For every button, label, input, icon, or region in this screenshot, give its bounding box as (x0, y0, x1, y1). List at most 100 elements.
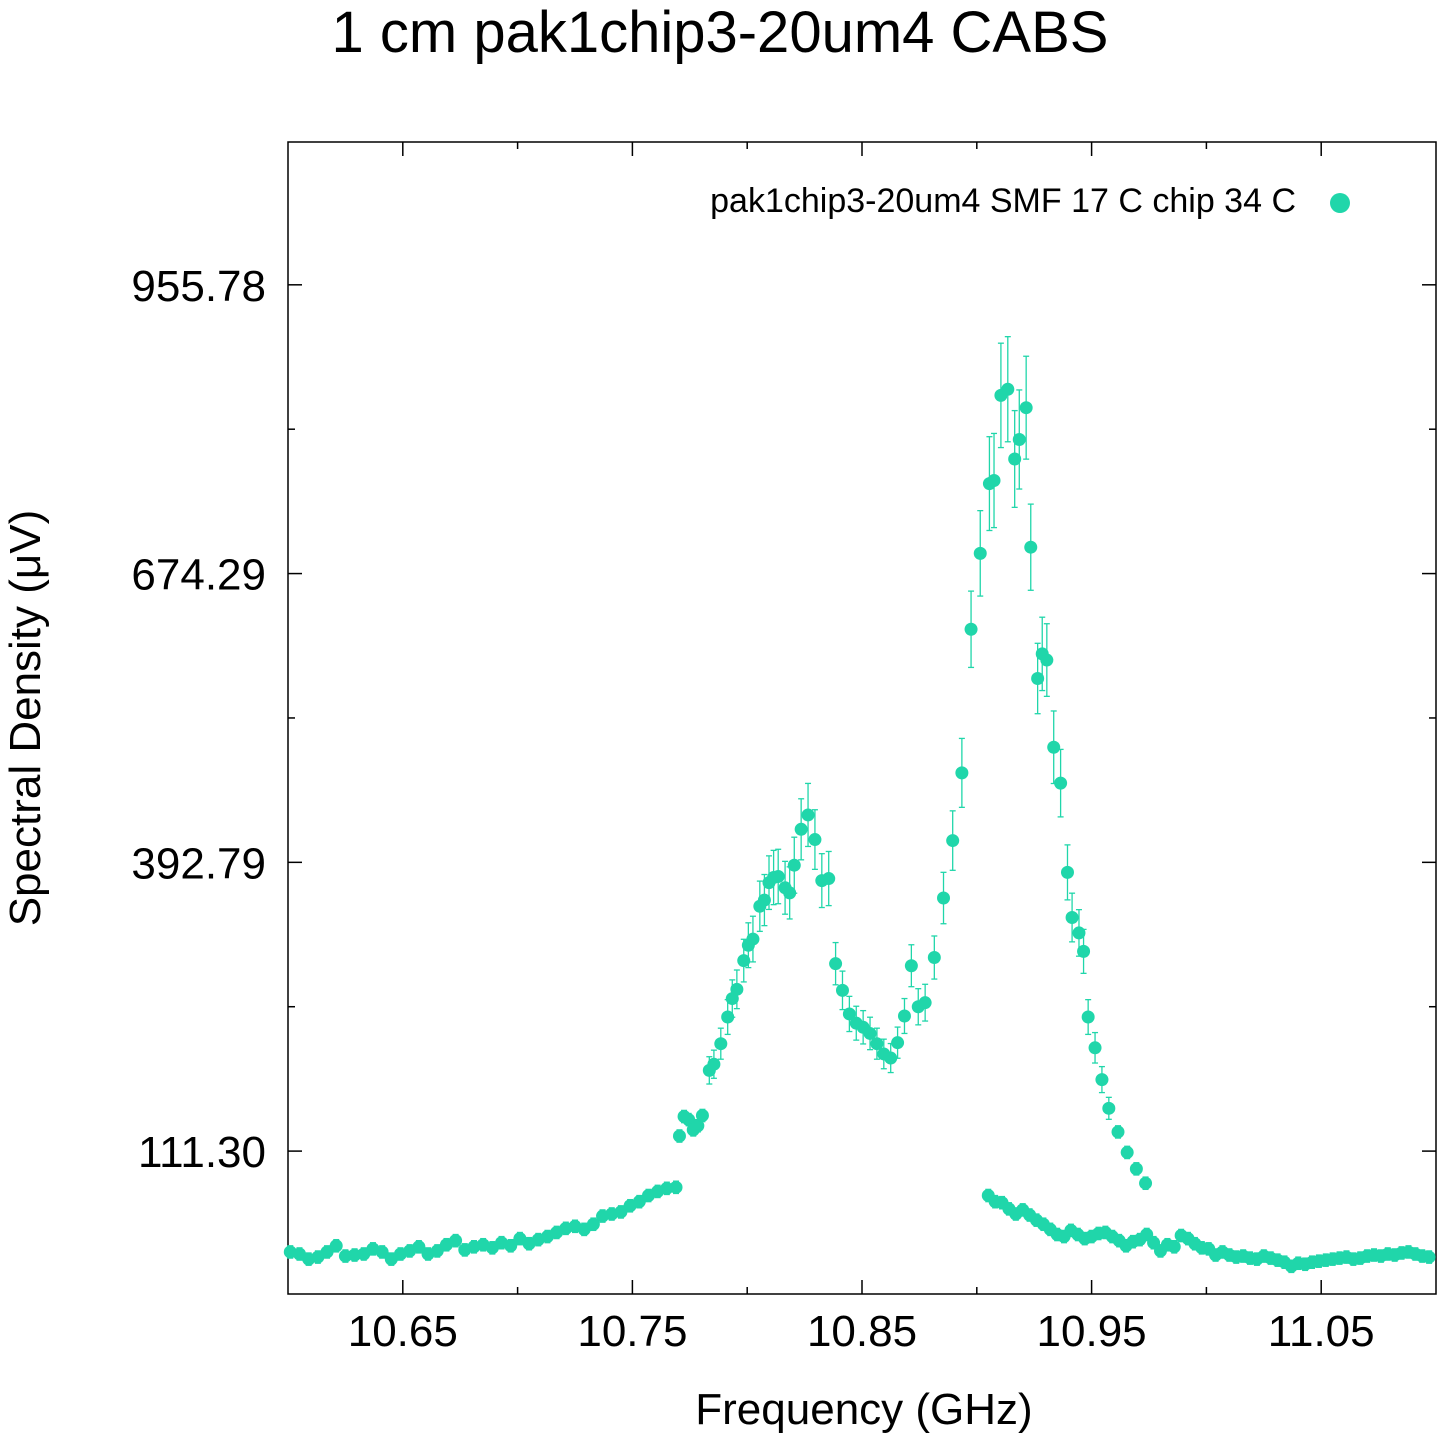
data-point (669, 1180, 683, 1195)
data-point (1088, 1031, 1102, 1064)
data-point (863, 1016, 877, 1051)
data-point (794, 798, 808, 861)
data-point (829, 941, 843, 986)
data-point (586, 1217, 600, 1232)
data-point (320, 1245, 334, 1259)
data-point (430, 1244, 444, 1258)
point-marker (1047, 740, 1061, 754)
data-point (1167, 1240, 1181, 1254)
data-point (1060, 844, 1074, 901)
point-marker (904, 959, 918, 973)
x-tick-label-0: 10.65 (348, 1307, 458, 1356)
data-point (762, 855, 776, 911)
data-point (1031, 642, 1045, 715)
data-point (946, 810, 960, 871)
data-point (822, 850, 836, 907)
data-point (1054, 748, 1068, 818)
y-tick-label-2: 674.29 (131, 551, 266, 600)
point-marker (707, 1057, 721, 1071)
data-point (1047, 710, 1061, 785)
point-marker (1012, 432, 1026, 446)
point-marker (1129, 1162, 1143, 1176)
data-point (746, 915, 760, 963)
data-point (964, 590, 978, 669)
data-point (504, 1238, 518, 1253)
point-marker (835, 983, 849, 997)
point-marker (787, 858, 801, 872)
data-point (918, 983, 932, 1022)
data-point (412, 1240, 426, 1254)
data-point (1120, 1145, 1134, 1160)
legend-marker (1330, 193, 1350, 213)
data-point (1008, 409, 1022, 509)
point-marker (801, 808, 815, 822)
data-point (449, 1233, 463, 1248)
point-marker (1088, 1041, 1102, 1055)
point-marker (1120, 1145, 1134, 1159)
data-point (1129, 1162, 1143, 1176)
point-marker (1065, 911, 1079, 925)
data-point (1001, 336, 1015, 443)
plot-area: 10.65 10.75 10.85 10.95 11.05 111.30 392.79 67… (131, 141, 1437, 1356)
point-marker (682, 1113, 696, 1127)
data-point (927, 935, 941, 980)
data-point (955, 737, 969, 808)
data-point (787, 836, 801, 894)
point-marker (771, 869, 785, 883)
point-marker (973, 546, 987, 560)
data-point (1139, 1176, 1153, 1191)
plot-frame (287, 141, 1437, 1295)
data-point (987, 432, 1001, 529)
point-marker (870, 1037, 884, 1051)
point-marker (1001, 382, 1015, 396)
point-marker (946, 834, 960, 848)
point-marker (669, 1180, 683, 1194)
data-point (338, 1249, 352, 1263)
data-point (614, 1205, 628, 1219)
data-point (994, 342, 1008, 449)
x-axis: 10.65 10.75 10.85 10.95 11.05 (348, 142, 1375, 1356)
legend-label: pak1chip3-20um4 SMF 17 C chip 34 C (710, 182, 1296, 220)
point-marker (808, 833, 822, 847)
data-point (1065, 892, 1079, 943)
point-marker (987, 474, 1001, 488)
point-marker (829, 957, 843, 971)
point-marker (375, 1245, 389, 1259)
point-marker (863, 1026, 877, 1040)
point-marker (586, 1217, 600, 1231)
point-marker (695, 1109, 709, 1123)
point-marker (746, 932, 760, 946)
point-marker (1422, 1250, 1436, 1264)
data-point (897, 997, 911, 1035)
point-marker (1111, 1125, 1125, 1139)
x-axis-label: Frequency (GHz) (695, 1385, 1032, 1434)
point-marker (1054, 776, 1068, 790)
data-point (682, 1112, 696, 1127)
point-marker (1077, 944, 1091, 958)
y-tick-label-1: 392.79 (131, 839, 266, 888)
point-marker (897, 1009, 911, 1023)
point-marker (1139, 1176, 1153, 1190)
data-point (1019, 355, 1033, 460)
point-marker (320, 1245, 334, 1259)
point-marker (1167, 1240, 1181, 1254)
data-point (891, 1026, 905, 1059)
point-marker (955, 766, 969, 780)
data-point (842, 995, 856, 1033)
data-point (1077, 928, 1091, 974)
y-axis: 111.30 392.79 674.29 955.78 (131, 262, 1436, 1177)
data-point (672, 1129, 686, 1143)
data-point (801, 782, 815, 848)
point-marker (822, 872, 836, 886)
x-tick-label-4: 11.05 (1268, 1307, 1375, 1356)
x-tick-label-2: 10.85 (807, 1307, 917, 1356)
point-marker (672, 1129, 686, 1143)
data-point (1095, 1065, 1109, 1094)
point-marker (783, 886, 797, 900)
data-point (1111, 1125, 1125, 1139)
data-point (870, 1027, 884, 1060)
point-marker (757, 893, 771, 907)
point-marker (1031, 672, 1045, 686)
data-point (714, 1027, 728, 1060)
